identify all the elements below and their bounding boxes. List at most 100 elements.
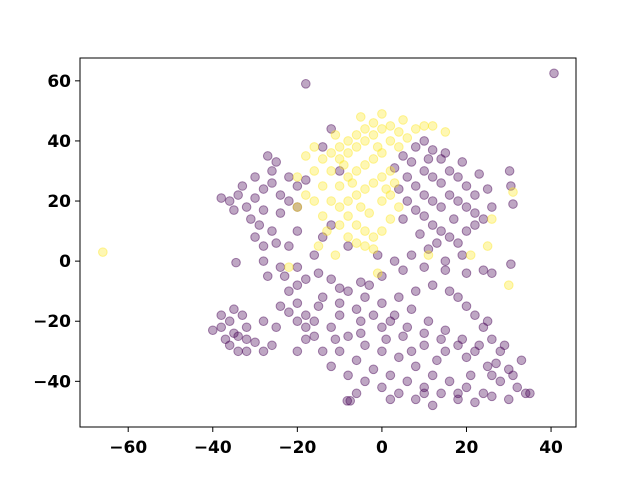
data-point-series-0 <box>457 157 468 167</box>
data-point-series-1 <box>355 202 366 212</box>
data-point-series-0 <box>334 298 345 308</box>
data-point-series-1 <box>301 190 311 200</box>
data-point-series-1 <box>326 148 336 158</box>
data-point-series-0 <box>453 394 463 405</box>
plot-frame <box>79 57 577 428</box>
data-point-series-1 <box>334 154 345 164</box>
data-point-series-0 <box>389 163 400 173</box>
data-point-series-1 <box>309 196 320 206</box>
data-point-series-1 <box>427 121 438 131</box>
data-point-series-0 <box>377 382 387 393</box>
data-point-series-0 <box>355 316 366 327</box>
data-point-series-0 <box>453 196 463 206</box>
data-point-series-0 <box>402 196 413 206</box>
data-point-series-0 <box>487 370 497 381</box>
data-point-series-0 <box>440 325 451 336</box>
data-point-series-0 <box>301 274 311 284</box>
data-point-series-0 <box>360 340 370 351</box>
data-point-series-1 <box>351 238 362 248</box>
data-point-series-1 <box>343 232 353 242</box>
data-point-series-0 <box>457 334 468 345</box>
data-point-series-0 <box>394 292 404 302</box>
data-point-series-0 <box>478 388 489 399</box>
x-tick-label: 20 <box>455 438 479 458</box>
data-point-series-1 <box>398 115 408 125</box>
data-point-series-0 <box>503 394 514 405</box>
data-point-series-1 <box>503 280 514 290</box>
data-point-series-0 <box>229 304 239 315</box>
data-point-series-0 <box>250 232 260 242</box>
data-point-series-1 <box>292 172 303 182</box>
data-point-series-1 <box>343 196 353 206</box>
data-point-series-0 <box>410 205 421 215</box>
data-point-series-0 <box>326 274 336 284</box>
data-point-series-0 <box>334 166 345 176</box>
data-point-series-0 <box>267 166 277 176</box>
data-point-series-0 <box>440 346 451 357</box>
data-point-series-0 <box>377 298 387 308</box>
data-point-series-1 <box>351 142 362 152</box>
data-point-series-0 <box>241 346 252 357</box>
data-point-series-1 <box>394 142 404 152</box>
data-point-series-1 <box>351 220 362 230</box>
data-point-series-0 <box>432 238 442 248</box>
data-point-series-0 <box>406 250 417 260</box>
data-point-series-1 <box>330 130 341 140</box>
data-point-series-0 <box>470 220 480 230</box>
data-point-series-1 <box>440 127 451 137</box>
data-point-series-0 <box>326 322 336 333</box>
data-point-series-1 <box>368 178 379 188</box>
data-point-series-0 <box>241 334 252 345</box>
data-point-series-1 <box>326 166 336 176</box>
data-point-series-1 <box>343 148 353 158</box>
data-point-series-0 <box>271 238 282 248</box>
data-point-series-0 <box>436 334 446 345</box>
data-point-series-0 <box>267 340 277 351</box>
data-point-series-0 <box>427 220 438 230</box>
data-point-series-0 <box>444 286 455 296</box>
data-point-series-0 <box>470 310 480 321</box>
data-point-series-0 <box>271 157 282 167</box>
data-point-series-0 <box>301 175 311 185</box>
data-point-series-1 <box>377 148 387 158</box>
data-point-series-1 <box>309 142 320 152</box>
data-point-series-0 <box>419 211 429 221</box>
data-point-series-0 <box>343 370 353 381</box>
data-point-series-0 <box>402 322 413 333</box>
data-point-series-0 <box>478 214 489 224</box>
data-point-series-0 <box>317 142 328 152</box>
data-point-series-0 <box>342 396 353 406</box>
data-point-series-0 <box>233 331 243 342</box>
data-point-series-0 <box>292 298 303 308</box>
data-point-series-0 <box>326 220 336 230</box>
data-point-series-0 <box>394 352 404 363</box>
data-point-series-1 <box>322 226 332 236</box>
data-point-series-1 <box>360 136 370 146</box>
data-point-series-0 <box>525 388 535 399</box>
data-point-series-0 <box>440 265 451 275</box>
data-point-series-0 <box>474 340 484 351</box>
data-point-series-1 <box>377 172 387 182</box>
data-point-series-1 <box>334 220 345 230</box>
data-point-series-0 <box>461 301 472 312</box>
data-point-series-0 <box>453 388 463 399</box>
data-point-series-1 <box>487 214 497 224</box>
data-point-series-0 <box>491 358 501 369</box>
data-point-series-0 <box>427 400 438 411</box>
data-point-series-0 <box>267 178 277 188</box>
data-point-series-1 <box>355 112 366 122</box>
data-point-series-1 <box>364 208 375 218</box>
data-point-series-0 <box>394 388 404 399</box>
data-point-series-0 <box>343 241 353 251</box>
data-point-series-0 <box>351 304 362 315</box>
data-point-series-0 <box>326 124 336 134</box>
data-point-series-0 <box>495 346 506 357</box>
data-point-series-1 <box>389 178 400 188</box>
data-point-series-0 <box>427 172 438 182</box>
data-point-series-0 <box>216 310 227 321</box>
data-point-series-0 <box>419 166 429 176</box>
data-point-series-0 <box>423 316 434 327</box>
data-point-series-0 <box>207 325 218 336</box>
data-point-series-0 <box>389 310 400 321</box>
